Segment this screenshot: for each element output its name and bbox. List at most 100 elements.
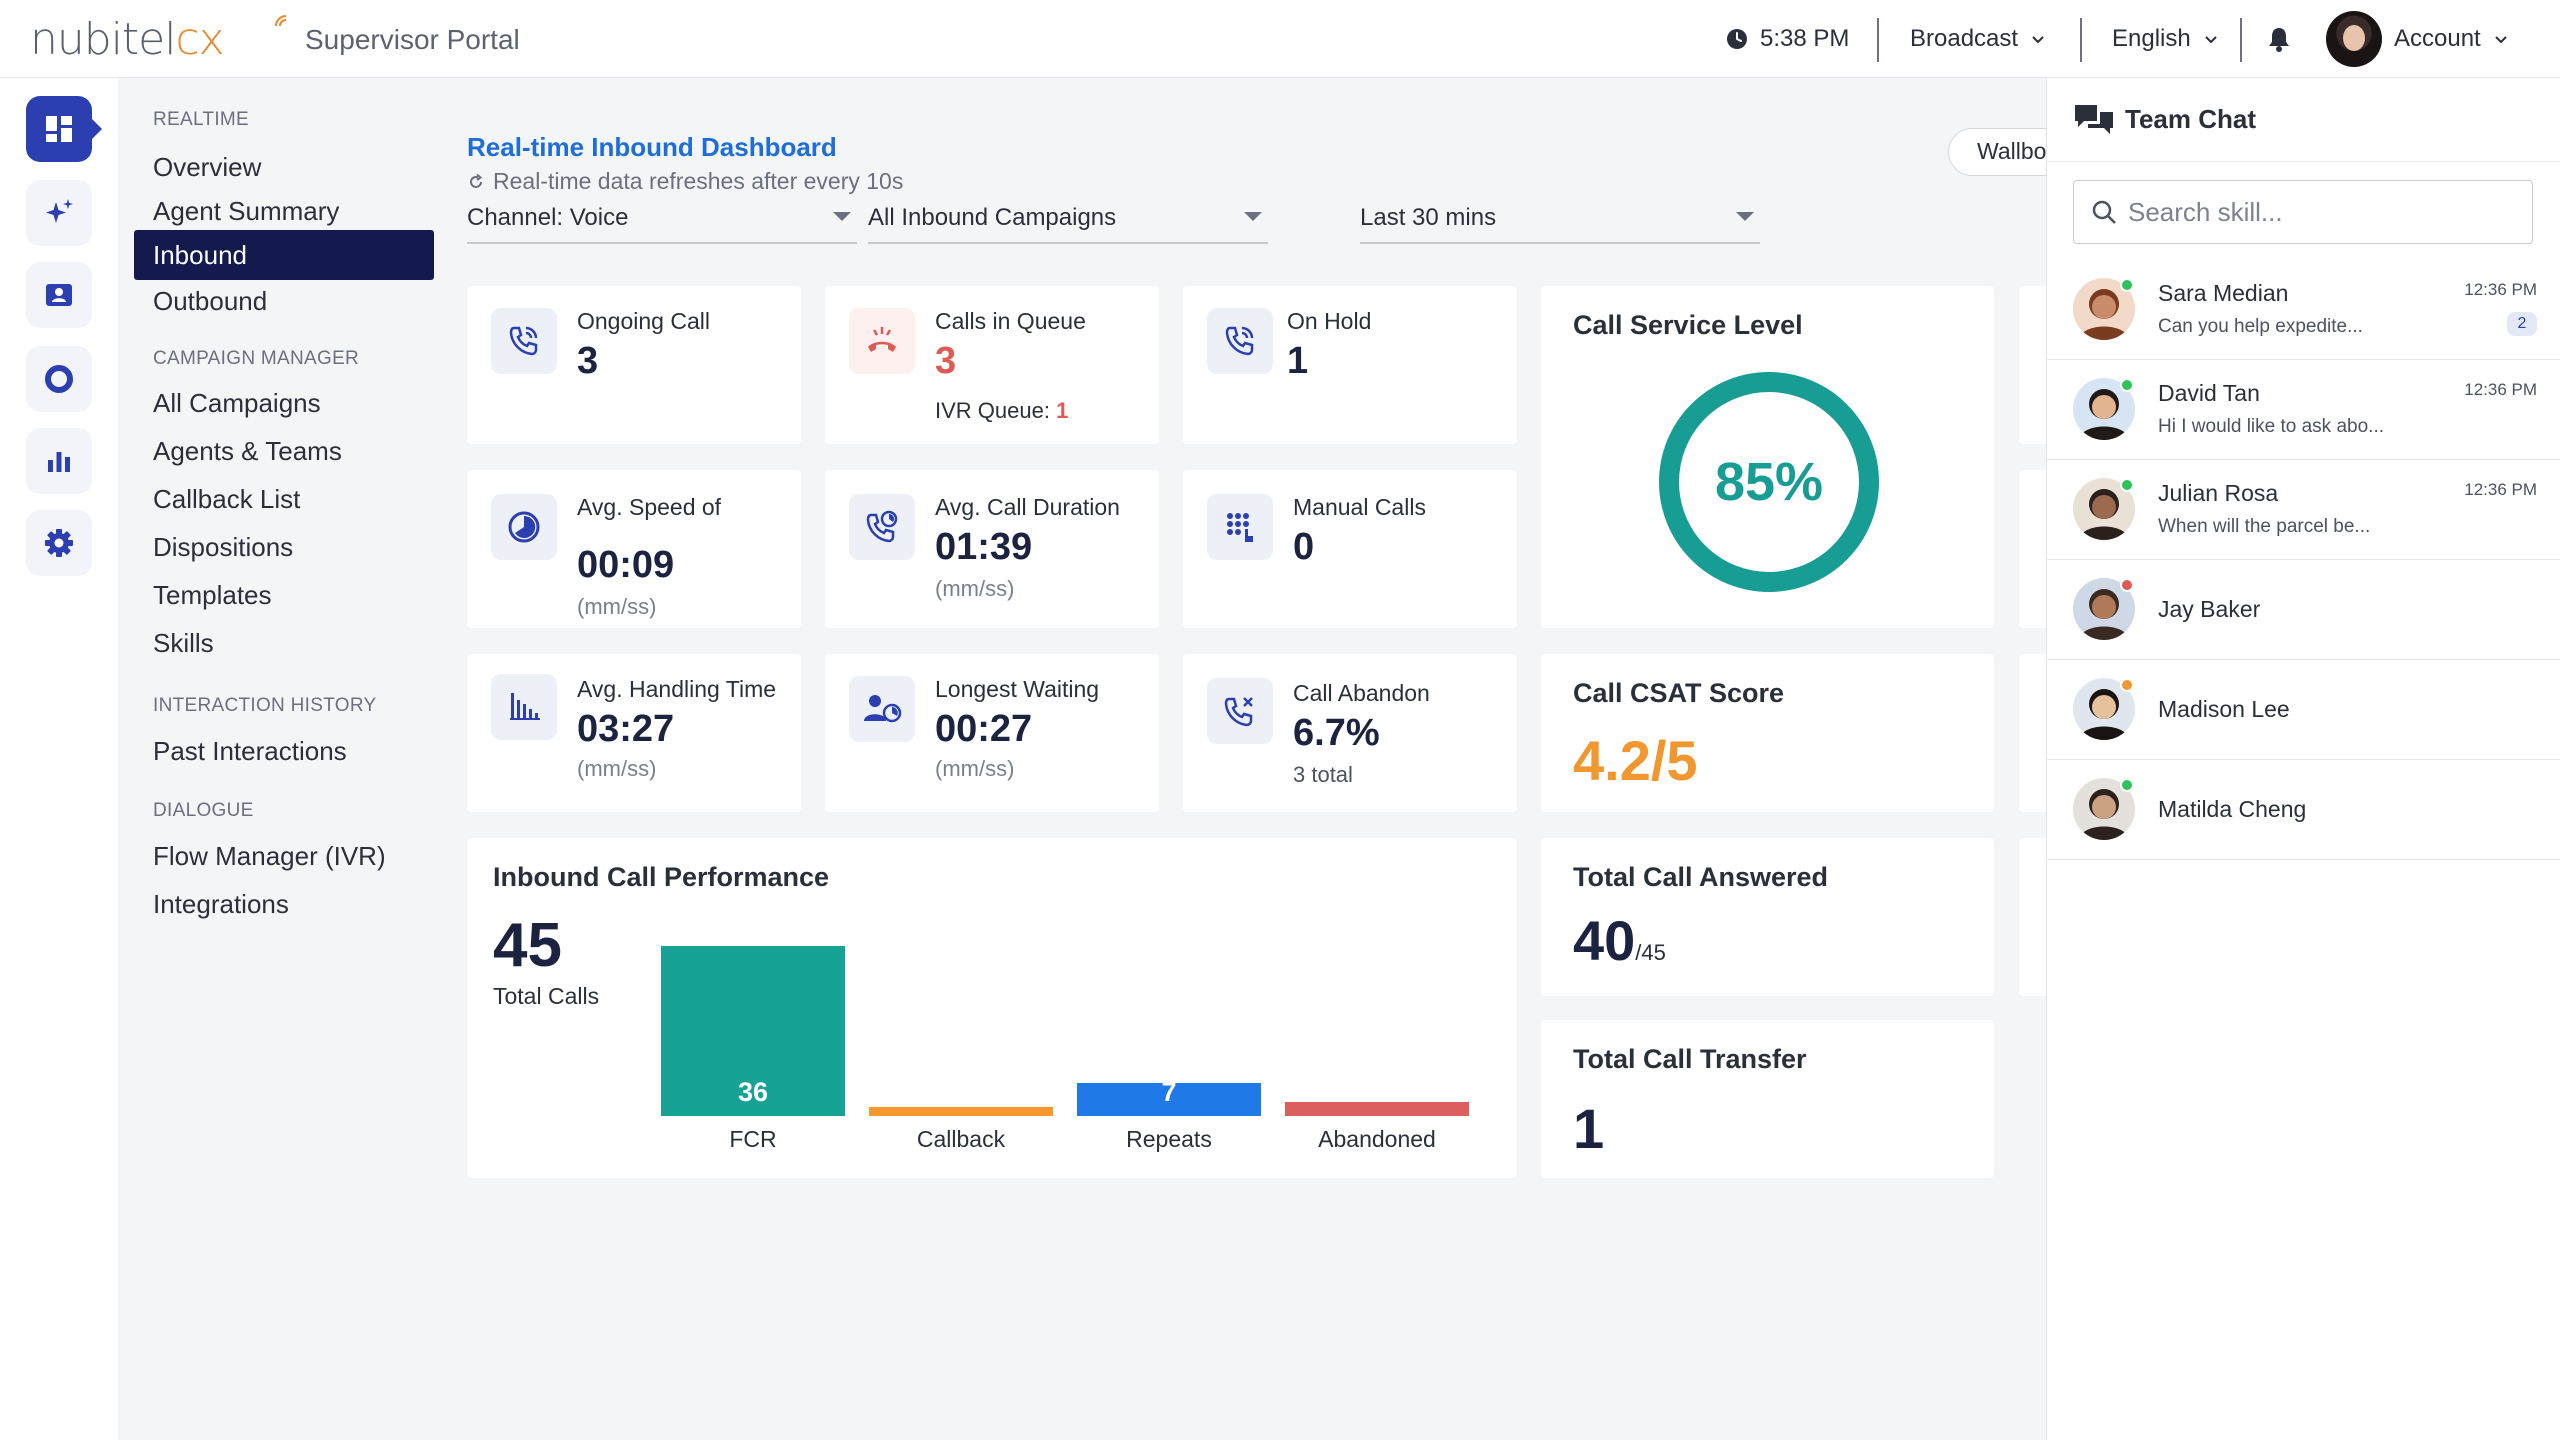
rail-analytics[interactable] [26,428,92,494]
nav-item-templates[interactable]: Templates [153,580,272,610]
rail-ai[interactable] [26,180,92,246]
page-title: Real-time Inbound Dashboard [467,132,837,162]
kpi-label: On Hold [1287,308,1372,334]
progress-arc [1659,372,1879,592]
account-label: Account [2394,25,2481,52]
broadcast-menu[interactable]: Broadcast [1910,25,2046,53]
presence-dot [2120,778,2134,792]
total-transfer-card: Total Call Transfer 1 [1541,1020,1994,1178]
card-title: Call CSAT Score [1573,678,1785,708]
call-service-level-card: Call Service Level 85% [1541,286,1994,628]
nav-item-agents-teams[interactable]: Agents & Teams [153,436,342,466]
kpi-value: 0 [1293,526,1315,568]
nav-section-interaction-history: INTERACTION HISTORY [153,695,377,716]
chat-contact-row[interactable]: Matilda Cheng [2047,760,2560,860]
presence-dot [2120,278,2134,292]
total-calls-label: Total Calls [493,983,600,1009]
chevron-down-icon [2495,36,2507,44]
kpi-unit: (mm/ss) [935,576,1015,601]
chat-contact-row[interactable]: Julian Rosa When will the parcel be... 12:… [2047,460,2560,560]
nav-item-outbound[interactable]: Outbound [153,286,268,316]
bell-icon[interactable] [2266,25,2292,53]
nav-section-campaign-manager: CAMPAIGN MANAGER [153,348,360,369]
bar-chart-icon [48,452,70,472]
ivr-queue-label: IVR Queue: [935,398,1057,423]
bar-abandoned[interactable]: 3 [1285,1077,1469,1116]
chevron-down-icon [2032,36,2044,44]
kpi-value: 03:27 [577,708,675,750]
nav-item-dispositions[interactable]: Dispositions [153,532,294,562]
chat-contact-row[interactable]: Jay Baker [2047,560,2560,660]
dialpad-icon-box [1207,494,1273,560]
kpi-label: Manual Calls [1293,494,1426,520]
clock: 5:38 PM [1726,0,1849,78]
caret-down-icon [833,212,851,221]
total-answered-value: 40/45 [1573,908,1666,973]
handling-icon-box [491,674,557,740]
chat-contact-row[interactable]: Sara Median Can you help expedite... 12:36… [2047,260,2560,360]
bar-category-label: Repeats [1126,1126,1212,1152]
channel-filter[interactable]: Channel: Voice [467,204,857,244]
chat-title: Team Chat [2125,104,2256,134]
card-title: Total Call Transfer [1573,1044,1807,1074]
nav-item-integrations[interactable]: Integrations [153,889,289,919]
bar-repeats[interactable]: 7 [1077,1077,1261,1116]
contact-name: Matilda Cheng [2158,796,2307,822]
chat-search-box[interactable] [2073,180,2533,244]
language-menu[interactable]: English [2112,25,2219,53]
answered-count: 40 [1573,909,1636,972]
sparkle-icon [46,199,73,223]
kpi-label: Call Abandon [1293,680,1430,706]
bar-callback[interactable]: 2 [869,1077,1053,1116]
kpi-label: Avg. Handling Time [577,676,777,702]
rail-dashboard[interactable] [26,96,102,162]
rail-reports[interactable] [26,346,92,412]
progress-ring [1659,372,1879,592]
current-time: 5:38 PM [1760,25,1850,52]
nav-item-flow-manager[interactable]: Flow Manager (IVR) [153,841,386,871]
kpi-longest-waiting: Longest Waiting 00:27 (mm/ss) [825,654,1159,812]
kpi-label: Avg. Speed of [577,494,722,520]
divider [1877,18,1879,62]
kpi-label: Longest Waiting [935,676,1100,702]
contact-name: Jay Baker [2158,596,2261,622]
gear-icon [45,529,73,557]
nav-item-overview[interactable]: Overview [153,152,262,182]
campaign-filter[interactable]: All Inbound Campaigns [868,204,1268,244]
phone-hold-icon-box [1207,308,1273,374]
time-range-filter[interactable]: Last 30 mins [1360,204,1760,244]
caret-down-icon [1736,212,1754,221]
last-message: When will the parcel be... [2158,516,2371,537]
nav-item-agent-summary[interactable]: Agent Summary [153,196,340,226]
nav-item-skills[interactable]: Skills [153,628,214,658]
chat-contact-row[interactable]: David Tan Hi I would like to ask abo... 12… [2047,360,2560,460]
refresh-text: Real-time data refreshes after every 10s [493,168,904,194]
kpi-value: 00:27 [935,708,1033,750]
chat-header: Team Chat [2047,78,2560,162]
dashboard-icon [46,116,72,142]
nav-section-dialogue: DIALOGUE [153,800,254,821]
chat-search-input[interactable] [2128,195,2508,229]
rail-settings[interactable] [26,510,92,576]
presence-dot [2120,478,2134,492]
bar-fcr[interactable]: 36 [661,946,845,1116]
rail-contacts[interactable] [26,262,92,328]
waiting-icon-box [849,676,915,742]
clipped-card [2019,286,2046,444]
csat-value: 4.2/5 [1573,729,1698,792]
chat-contact-row[interactable]: Madison Lee [2047,660,2560,760]
unread-badge: 2 [2507,312,2537,336]
nav-item-all-campaigns[interactable]: All Campaigns [153,388,321,418]
kpi-avg-call-duration: Avg. Call Duration 01:39 (mm/ss) [825,470,1159,628]
nav-item-past-interactions[interactable]: Past Interactions [153,736,347,766]
kpi-value: 3 [577,340,599,382]
nav-item-callback-list[interactable]: Callback List [153,484,301,514]
nav-item-inbound[interactable]: Inbound [134,230,434,280]
donut-chart-icon [45,365,73,393]
account-menu[interactable]: Account [2326,11,2509,67]
bar-category-label: Abandoned [1318,1126,1436,1152]
nubitel-logo[interactable]: nubitelcx [30,14,287,65]
presence-dot [2120,578,2134,592]
kpi-value: 00:09 [577,544,675,586]
call-end-icon [868,327,896,352]
